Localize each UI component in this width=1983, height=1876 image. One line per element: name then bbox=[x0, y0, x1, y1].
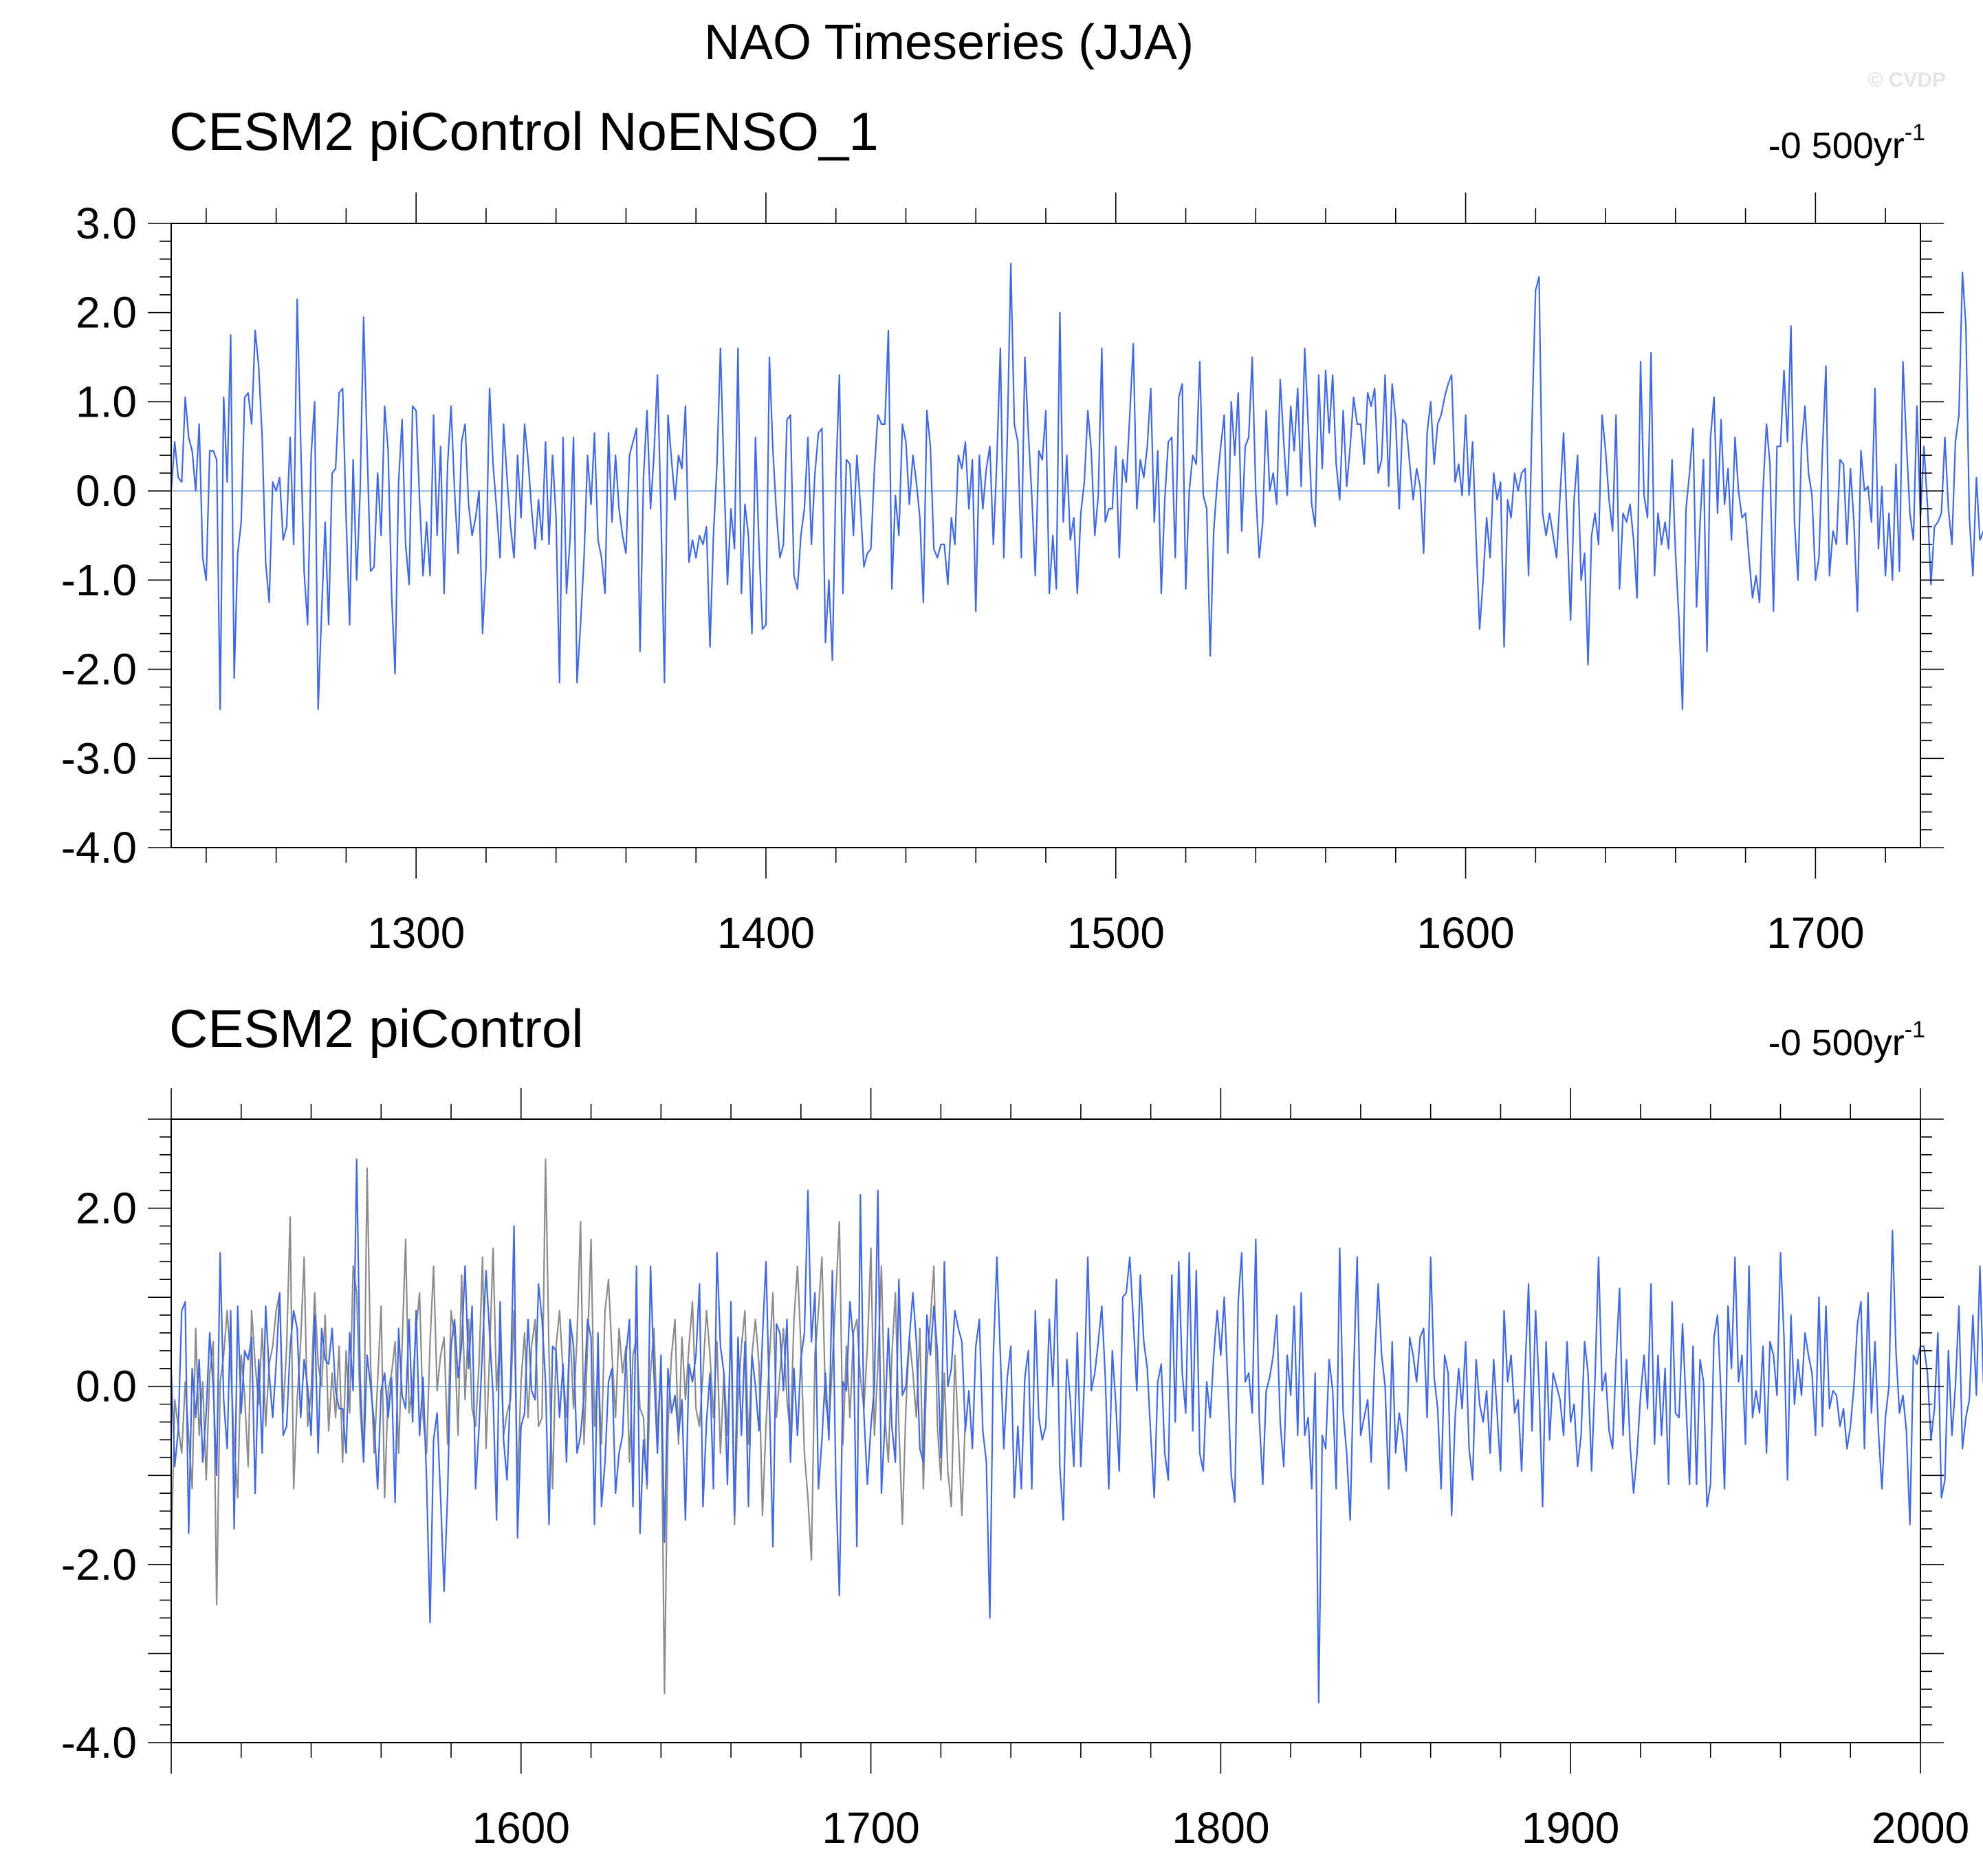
trend-superscript: -1 bbox=[1905, 1017, 1925, 1043]
trend-superscript: -1 bbox=[1905, 120, 1925, 146]
x-tick-label: 1600 bbox=[1416, 908, 1514, 958]
trend-label: -0 500yr-1 bbox=[1768, 1017, 1925, 1063]
x-tick-label: 1700 bbox=[1766, 908, 1864, 958]
y-tick-label: 2.0 bbox=[76, 1184, 137, 1233]
plot-frame bbox=[171, 1118, 1921, 1743]
y-tick-label: 3.0 bbox=[76, 199, 137, 248]
page-title: NAO Timeseries (JJA) bbox=[704, 15, 1194, 70]
y-tick-label: -3.0 bbox=[61, 733, 137, 783]
panel-title: CESM2 piControl NoENSO_1 bbox=[169, 101, 879, 162]
trend-value: -0 500yr bbox=[1768, 1022, 1905, 1063]
trend-value: -0 500yr bbox=[1768, 125, 1905, 166]
y-tick-label: 0.0 bbox=[76, 1362, 137, 1411]
y-tick-label: 2.0 bbox=[76, 288, 137, 338]
series-line-primary bbox=[170, 1158, 1983, 1703]
x-tick-label: 1800 bbox=[1172, 1803, 1269, 1853]
y-tick-label: -4.0 bbox=[61, 1718, 137, 1767]
x-tick-label: 1400 bbox=[717, 908, 815, 958]
y-tick-label: -2.0 bbox=[61, 645, 137, 694]
series-line-overlay bbox=[170, 1158, 967, 1695]
y-tick-label: -4.0 bbox=[61, 823, 137, 872]
x-tick-label: 2000 bbox=[1872, 1803, 1969, 1853]
panel-picontrol: CESM2 piControl -0 500yr-1 2.0 0.0 -2.0 -4.… bbox=[61, 998, 1983, 1853]
x-tick-label: 1600 bbox=[472, 1803, 570, 1853]
y-tick-label: 0.0 bbox=[76, 466, 137, 516]
x-tick-label: 1500 bbox=[1067, 908, 1165, 958]
x-tick-label: 1300 bbox=[367, 908, 465, 958]
plot-frame bbox=[171, 223, 1921, 848]
panel-title: CESM2 piControl bbox=[169, 998, 584, 1059]
y-tick-label: 1.0 bbox=[76, 377, 137, 426]
x-tick-label: 1700 bbox=[822, 1803, 919, 1853]
y-tick-label: -2.0 bbox=[61, 1540, 137, 1589]
y-tick-label: -1.0 bbox=[61, 555, 137, 605]
trend-label: -0 500yr-1 bbox=[1768, 120, 1925, 166]
watermark: © CVDP bbox=[1867, 69, 1946, 91]
panel-noenso: CESM2 piControl NoENSO_1 -0 500yr-1 3.0 2… bbox=[61, 101, 1983, 958]
series-line-primary bbox=[170, 263, 1983, 711]
x-tick-label: 1900 bbox=[1522, 1803, 1619, 1853]
